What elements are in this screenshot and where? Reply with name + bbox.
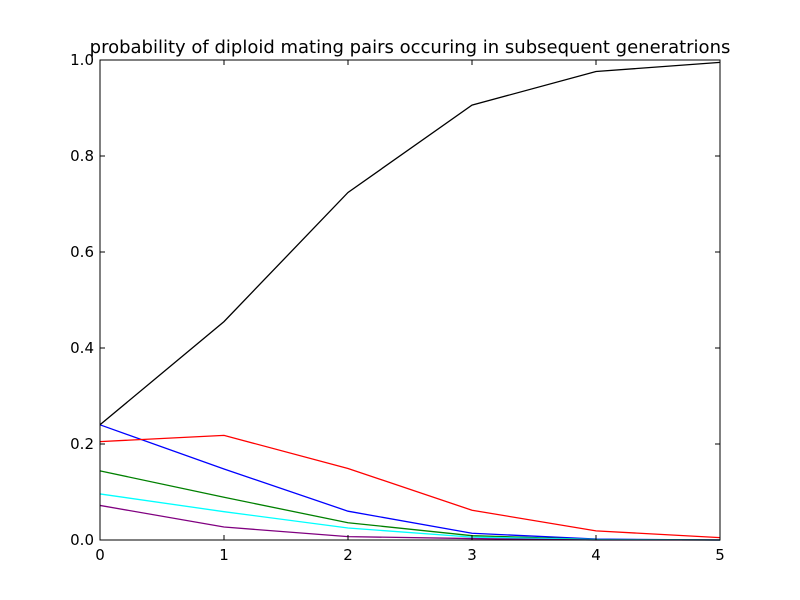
x-tick-label-5: 5: [715, 546, 725, 564]
x-tick-label-3: 3: [467, 546, 477, 564]
plot-frame: [99, 59, 721, 541]
y-tick-label-5: 1.0: [70, 51, 94, 69]
y-tick-label-4: 0.8: [70, 147, 94, 165]
y-tick-label-3: 0.6: [70, 243, 94, 261]
y-tick-label-2: 0.4: [70, 339, 94, 357]
x-tick-label-4: 4: [591, 546, 601, 564]
series-line-1: [99, 470, 721, 541]
series-line-2: [99, 434, 721, 539]
series-line-0: [99, 424, 721, 541]
y-tick-label-0: 0.0: [70, 531, 94, 549]
ticks-layer: 0 1 2 3 4 5 0.0 0.2 0.4 0.6 0.8 1.0: [70, 51, 725, 564]
y-tick-label-1: 0.2: [70, 435, 94, 453]
series-layer: [99, 61, 721, 541]
x-tick-label-0: 0: [95, 546, 105, 564]
x-tick-label-1: 1: [219, 546, 229, 564]
chart-title: probability of diploid mating pairs occu…: [90, 37, 731, 58]
x-tick-label-2: 2: [343, 546, 353, 564]
series-line-5: [99, 61, 721, 426]
